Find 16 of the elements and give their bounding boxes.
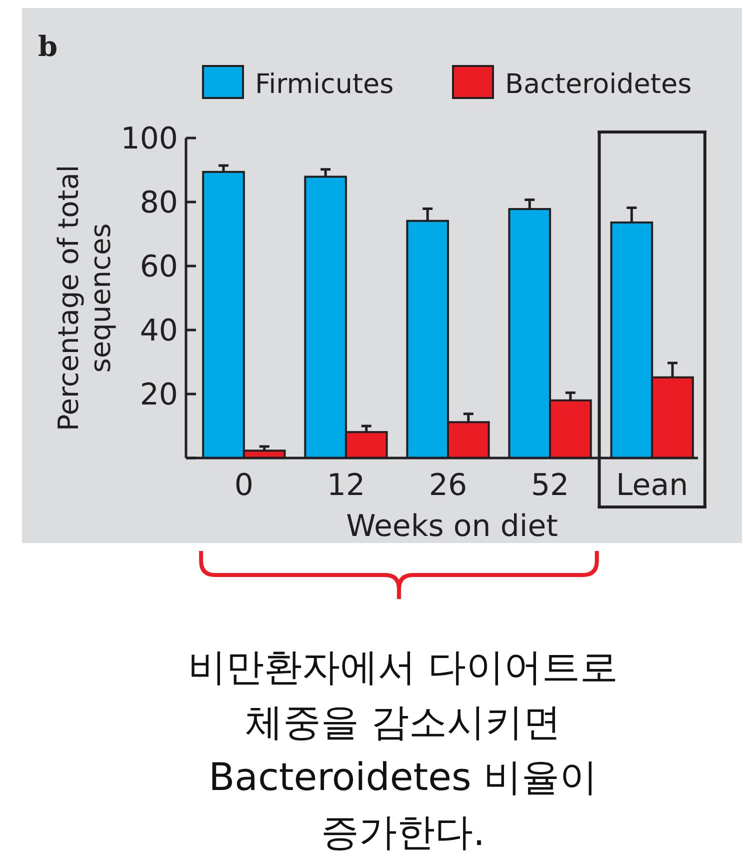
y-tick-label: 60 [140,250,178,284]
x-axis-title: Weeks on diet [346,509,558,544]
x-tick-label: 0 [234,468,254,503]
y-tick-label: 20 [140,378,178,412]
y-axis-title: Percentage of total sequences [52,164,117,432]
x-tick-label: Lean [616,468,688,503]
x-tick-label: 12 [326,468,366,503]
x-tick-label: 52 [530,468,570,503]
y-tick-label: 80 [140,186,178,220]
x-tick-label: 26 [428,468,468,503]
legend-label: Bacteroidetes [505,69,692,100]
chart-title: b [38,30,58,63]
y-tick-label: 40 [140,314,178,348]
legend-label: Firmicutes [255,69,394,100]
y-tick-label: 100 [120,122,178,156]
text: 비만환자에서 다이어트로 체중을 감소시키면 Bacteroidetes 비율이 증가한다. [188,645,618,854]
